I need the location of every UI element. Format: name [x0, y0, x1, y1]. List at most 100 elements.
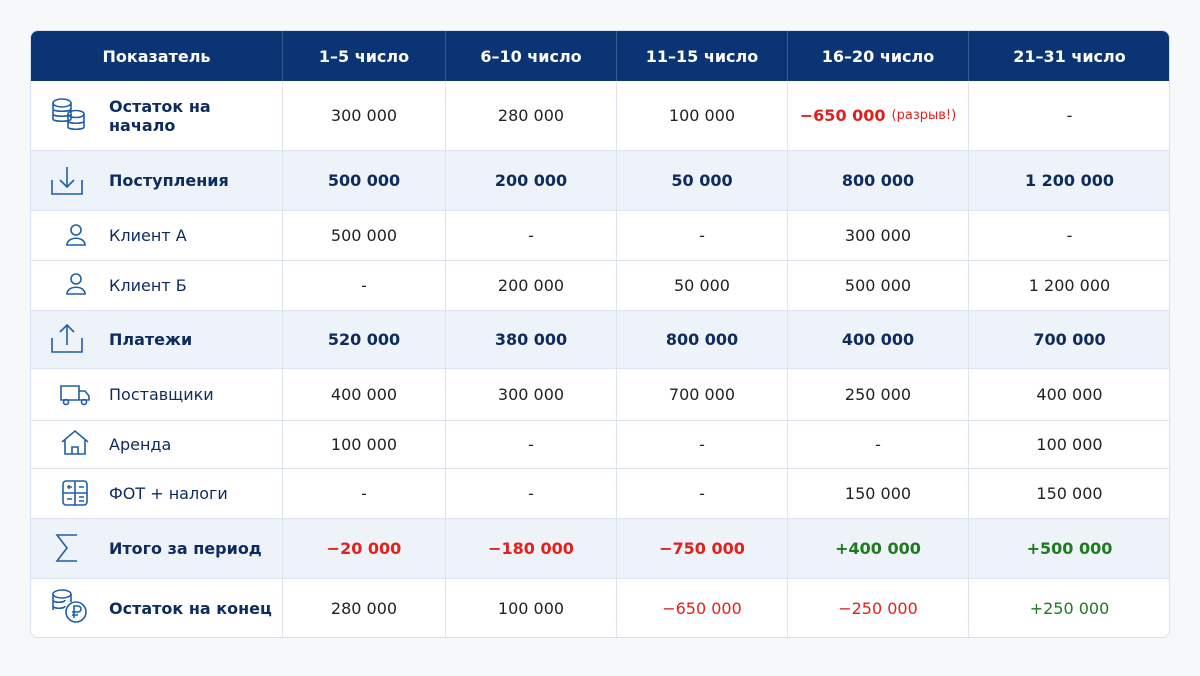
row-label: Поступления — [31, 151, 283, 211]
value-cell: 1 200 000 — [969, 151, 1169, 211]
row-label: Аренда — [31, 421, 283, 469]
cell-text: - — [699, 484, 705, 503]
cell-text: 1–5 число — [318, 46, 410, 66]
header-cell: 6–10 число — [446, 31, 617, 81]
cell-text: Остаток на начало — [109, 96, 211, 135]
cell-text: 150 000 — [1036, 484, 1103, 503]
value-cell: 250 000 — [788, 369, 969, 421]
cell-text: −180 000 — [488, 539, 574, 558]
cell-text: 100 000 — [668, 106, 736, 125]
cell-text: ФОТ + налоги — [109, 484, 228, 503]
row-label: Поставщики — [31, 369, 283, 421]
cell-text: +250 000 — [1029, 599, 1110, 618]
cell-text: 21–31 число — [1013, 46, 1126, 66]
value-cell: −650 000 (разрыв!) — [788, 81, 969, 151]
cell-text: 280 000 — [497, 106, 565, 125]
cell-text: - — [528, 226, 534, 245]
row-label: ФОТ + налоги — [31, 469, 283, 519]
value-cell: −750 000 — [617, 519, 788, 579]
value-cell: - — [617, 421, 788, 469]
cell-text: - — [699, 226, 705, 245]
value-cell: −20 000 — [283, 519, 446, 579]
value-cell: 100 000 — [969, 421, 1169, 469]
cell-text: 700 000 — [668, 385, 736, 404]
cell-text: - — [361, 276, 367, 295]
value-cell: 100 000 — [446, 579, 617, 637]
cell-text: - — [1066, 106, 1073, 125]
cell-text: 800 000 — [841, 171, 915, 190]
cash-flow-table: Показатель 1–5 число 6–10 число 11–15 число… — [30, 30, 1170, 638]
cell-text: 1 200 000 — [1028, 276, 1111, 295]
cell-text: 100 000 — [1036, 435, 1103, 454]
value-cell: 400 000 — [788, 311, 969, 369]
value-cell: 400 000 — [283, 369, 446, 421]
cell-text: Клиент Б — [109, 276, 187, 295]
row-label: Платежи — [31, 311, 283, 369]
cell-text: 700 000 — [1033, 330, 1106, 349]
value-cell: 300 000 — [788, 211, 969, 261]
header-cell: 16–20 число — [788, 31, 969, 81]
value-cell: - — [283, 261, 446, 311]
cell-text: Показатель — [102, 46, 211, 66]
cell-text: - — [528, 484, 534, 503]
value-cell: 280 000 — [446, 81, 617, 151]
cell-text: - — [875, 435, 881, 454]
value-cell: 200 000 — [446, 261, 617, 311]
value-cell: 300 000 — [446, 369, 617, 421]
value-cell: −650 000 — [617, 579, 788, 637]
cell-text: Аренда — [109, 435, 172, 454]
value-cell: +400 000 — [788, 519, 969, 579]
cell-text: −650 000 — [662, 599, 742, 618]
value-cell: 800 000 — [788, 151, 969, 211]
value-cell: 100 000 — [617, 81, 788, 151]
value-cell: 300 000 — [283, 81, 446, 151]
value-cell: 380 000 — [446, 311, 617, 369]
cell-text: 400 000 — [841, 330, 915, 349]
value-cell: 500 000 — [788, 261, 969, 311]
value-cell: 100 000 — [283, 421, 446, 469]
cell-text: - — [1066, 226, 1073, 245]
cell-text: 250 000 — [844, 385, 912, 404]
value-cell: 800 000 — [617, 311, 788, 369]
cell-text: Поставщики — [109, 385, 214, 404]
row-label: Остаток на конец — [31, 579, 283, 637]
note: (разрыв!) — [891, 108, 957, 123]
value-cell: - — [617, 211, 788, 261]
cell-text: 100 000 — [330, 435, 398, 454]
cell-text: 50 000 — [674, 276, 730, 295]
value-cell: - — [446, 211, 617, 261]
value-cell: - — [617, 469, 788, 519]
cell-text: 500 000 — [844, 276, 912, 295]
value-cell: 150 000 — [788, 469, 969, 519]
cell-text: 300 000 — [330, 106, 398, 125]
cell-text: Остаток на конец — [109, 599, 272, 618]
cell-text: 400 000 — [1036, 385, 1103, 404]
value-cell: 400 000 — [969, 369, 1169, 421]
cell-text: - — [361, 484, 367, 503]
value-cell: 700 000 — [617, 369, 788, 421]
cell-text: −250 000 — [838, 599, 918, 618]
cell-text: 150 000 — [844, 484, 912, 503]
cell-text: 200 000 — [497, 276, 565, 295]
value-cell: 50 000 — [617, 261, 788, 311]
cell-text: 380 000 — [494, 330, 568, 349]
cell-text: 500 000 — [330, 226, 398, 245]
value-cell: 280 000 — [283, 579, 446, 637]
cell-text: 16–20 число — [821, 46, 935, 66]
cell-text: 400 000 — [330, 385, 398, 404]
header-cell: 21–31 число — [969, 31, 1169, 81]
cell-text: - — [528, 435, 534, 454]
value-cell: 700 000 — [969, 311, 1169, 369]
value-cell: 500 000 — [283, 151, 446, 211]
value-cell: - — [788, 421, 969, 469]
value-cell: 520 000 — [283, 311, 446, 369]
row-label: Итого за период — [31, 519, 283, 579]
cell-text: 800 000 — [665, 330, 739, 349]
row-label: Клиент А — [31, 211, 283, 261]
cell-text: - — [699, 435, 705, 454]
value-cell: −250 000 — [788, 579, 969, 637]
cell-text: 11–15 число — [645, 46, 759, 66]
row-label: Остаток на начало — [31, 81, 283, 151]
cell-text: 300 000 — [844, 226, 912, 245]
